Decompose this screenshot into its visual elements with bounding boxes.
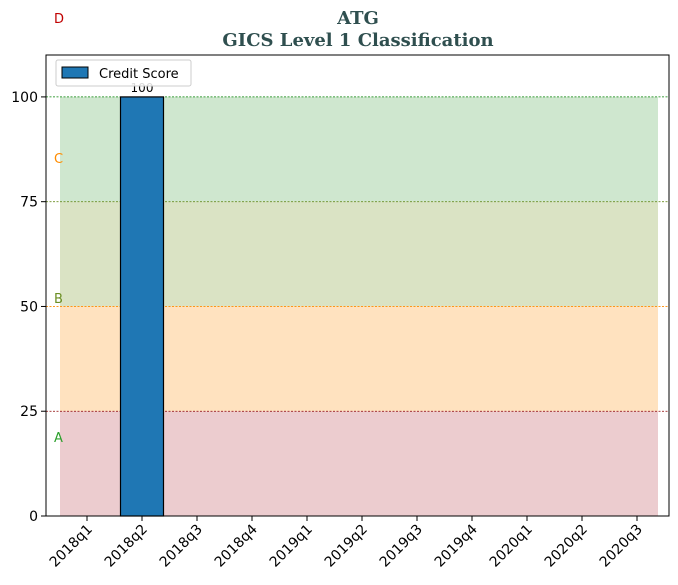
- chart-subtitle: GICS Level 1 Classification: [222, 30, 493, 51]
- y-tick-label: 100: [11, 90, 38, 106]
- x-tick-label: 2019q1: [267, 522, 316, 571]
- x-tick-label: 2020q2: [542, 522, 591, 571]
- band-label-c: C: [54, 152, 63, 167]
- y-tick-label: 75: [20, 195, 38, 211]
- x-tick-label: 2019q3: [377, 522, 426, 571]
- x-tick-label: 2018q4: [212, 521, 261, 570]
- x-tick-label: 2018q1: [47, 522, 96, 571]
- x-tick-label: 2020q3: [597, 522, 646, 571]
- chart-title: ATG: [336, 8, 379, 29]
- band-label-b: B: [54, 292, 63, 307]
- band-label-a: A: [54, 431, 63, 446]
- y-tick-label: 25: [20, 404, 38, 420]
- legend: Credit Score: [55, 59, 192, 87]
- legend-box: [55, 59, 192, 87]
- legend-swatch: [61, 66, 89, 79]
- bar-layer: 100: [119, 81, 165, 517]
- x-tick-label: 2018q2: [102, 522, 151, 571]
- x-tick-label: 2020q1: [487, 522, 536, 571]
- x-tick-label: 2019q4: [432, 521, 481, 570]
- band-label-d: D: [54, 12, 64, 27]
- x-tick-label: 2019q2: [322, 522, 371, 571]
- legend-label: Credit Score: [99, 67, 179, 82]
- plot-frame: [45, 54, 670, 517]
- bar-2018q2: [119, 96, 165, 517]
- x-tick-label: 2018q3: [157, 522, 206, 571]
- y-tick-label: 0: [29, 509, 38, 525]
- y-tick-label: 50: [20, 299, 38, 315]
